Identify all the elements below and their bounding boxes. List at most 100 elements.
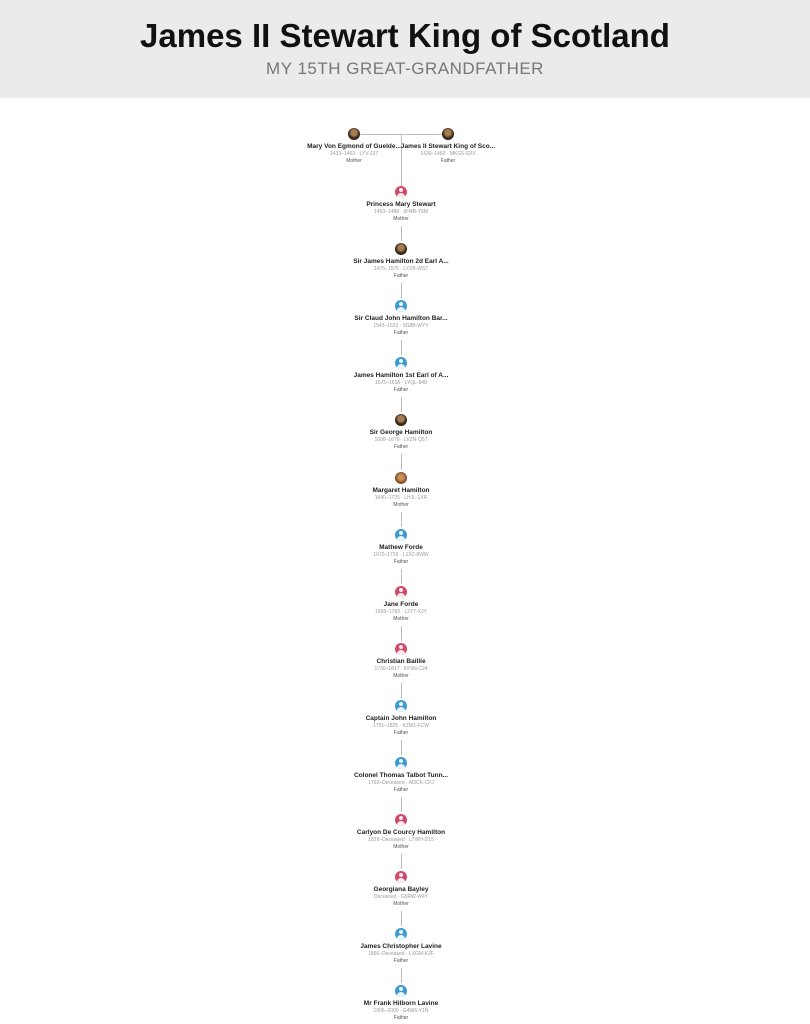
person-card[interactable]: Mr Frank Hilborn Lavine 1906–2000 · G4W6-…: [326, 985, 476, 1022]
tree-connector: [401, 512, 402, 527]
person-card[interactable]: Christian Baillie 1730–1817 · KF6N-C24 Mot…: [326, 643, 476, 680]
person-relation: Mother: [393, 216, 409, 222]
person-name: Captain John Hamilton: [365, 715, 437, 722]
person-dates: 1640–1725 · LHJL-1XR: [374, 495, 428, 501]
person-dates: 1575–1618 · LYQL-848: [375, 380, 427, 386]
person-dates: 1475–1575 · LYZB-WS7: [373, 266, 429, 272]
person-relation: Mother: [393, 844, 409, 850]
person-dates: 1698–1783 · L2YT-XJY: [375, 609, 427, 615]
tree-connector: [401, 340, 402, 355]
person-name: Georgiana Bayley: [373, 886, 429, 893]
tree-connector: [401, 968, 402, 983]
person-card[interactable]: Princess Mary Stewart 1453–1488 · 9H4B-Y9…: [326, 186, 476, 223]
male-avatar: [395, 928, 407, 940]
person-dates: 1751–1825 · KZM1-FCW: [373, 723, 429, 729]
male-avatar: [395, 300, 407, 312]
photo-dark-avatar: [395, 243, 407, 255]
person-dates: 1670–1729 · L1XZ-8WW: [373, 552, 429, 558]
tree-connector: [401, 683, 402, 698]
tree-connector: [401, 740, 402, 755]
tree-connector: [401, 134, 402, 186]
person-relation: Mother: [393, 502, 409, 508]
person-relation: Mother: [346, 158, 362, 164]
person-card[interactable]: James Christopher Lavine 1866–Deceased · …: [326, 928, 476, 965]
tree-connector: [401, 911, 402, 926]
tree-connector: [401, 226, 402, 241]
person-name: James Hamilton 1st Earl of A...: [353, 372, 449, 379]
male-avatar: [395, 700, 407, 712]
person-dates: 1433–1463 · LYV-J37: [329, 151, 378, 157]
person-dates: 1543–1622 · 9G8B-WYY: [373, 323, 429, 329]
person-relation: Father: [393, 958, 409, 964]
female-avatar: [395, 586, 407, 598]
person-name: Margaret Hamilton: [372, 487, 430, 494]
female-avatar: [395, 643, 407, 655]
page-subtitle: MY 15TH GREAT-GRANDFATHER: [266, 59, 544, 78]
person-relation: Father: [393, 387, 409, 393]
person-card[interactable]: Jane Forde 1698–1783 · L2YT-XJY Mother: [326, 586, 476, 623]
person-relation: Mother: [393, 616, 409, 622]
person-name: Mr Frank Hilborn Lavine: [363, 1000, 439, 1007]
person-name: Colonel Thomas Talbot Tunn...: [353, 772, 448, 779]
person-relation: Father: [393, 730, 409, 736]
person-card[interactable]: Mary Von Egmond of Guelde... 1433–1463 · …: [279, 128, 429, 165]
tree-connector: [401, 283, 402, 298]
person-card[interactable]: James II Stewart King of Sco... 1430–1460…: [373, 128, 523, 165]
photo-dark-avatar: [348, 128, 360, 140]
person-card[interactable]: Captain John Hamilton 1751–1825 · KZM1-FC…: [326, 700, 476, 737]
person-name: Mathew Forde: [379, 544, 423, 551]
page-title: James II Stewart King of Scotland: [140, 17, 670, 54]
person-relation: Father: [393, 444, 409, 450]
tree-connector: [401, 797, 402, 812]
person-card[interactable]: Sir James Hamilton 2d Earl A... 1475–1575…: [326, 243, 476, 280]
person-name: Mary Von Egmond of Guelde...: [307, 143, 401, 150]
person-name: Sir James Hamilton 2d Earl A...: [353, 258, 449, 265]
photo-dark-avatar: [442, 128, 454, 140]
person-name: Sir George Hamilton: [369, 429, 433, 436]
tree-connector: [401, 454, 402, 470]
person-relation: Father: [440, 158, 456, 164]
male-avatar: [395, 985, 407, 997]
female-avatar: [395, 186, 407, 198]
person-dates: 1793–Deceased · M3CK-CFJ: [368, 780, 434, 786]
person-relation: Father: [393, 1015, 409, 1021]
person-dates: 1829–Deceased · LTWH-D15: [368, 837, 434, 843]
person-relation: Father: [393, 559, 409, 565]
person-name: Sir Claud John Hamilton Bar...: [354, 315, 448, 322]
tree-connector: [401, 626, 402, 641]
male-avatar: [395, 529, 407, 541]
person-card[interactable]: Georgiana Bayley Deceased · G5RW-W4Y Mothe…: [326, 871, 476, 908]
person-dates: 1866–Deceased · LXGM-K2F: [368, 951, 434, 957]
male-avatar: [395, 757, 407, 769]
photo-gold-avatar: [395, 472, 407, 484]
person-name: Jane Forde: [383, 601, 419, 608]
person-name: Carlyon De Courcy Hamilton: [356, 829, 446, 836]
person-name: Christian Baillie: [376, 658, 426, 665]
ancestry-tree: Mary Von Egmond of Guelde... 1433–1463 · …: [0, 98, 810, 1024]
person-relation: Mother: [393, 673, 409, 679]
person-relation: Father: [393, 787, 409, 793]
person-card[interactable]: Mathew Forde 1670–1729 · L1XZ-8WW Father: [326, 529, 476, 566]
person-card[interactable]: Margaret Hamilton 1640–1725 · LHJL-1XR Mot…: [326, 472, 476, 509]
person-dates: 1453–1488 · 9H4B-Y9M: [374, 209, 428, 215]
person-card[interactable]: James Hamilton 1st Earl of A... 1575–1618…: [326, 357, 476, 394]
female-avatar: [395, 871, 407, 883]
person-name: Princess Mary Stewart: [366, 201, 436, 208]
female-avatar: [395, 814, 407, 826]
photo-dark-avatar: [395, 414, 407, 426]
tree-connector: [401, 569, 402, 584]
person-dates: 1730–1817 · KF6N-C24: [374, 666, 428, 672]
tree-connector: [401, 854, 402, 869]
tree-connector: [401, 397, 402, 412]
person-dates: 1430–1460 · MKG5-SXX: [420, 151, 476, 157]
person-card[interactable]: Sir George Hamilton 1608–1679 · LVZN-Q57 F…: [326, 414, 476, 451]
person-dates: 1608–1679 · LVZN-Q57: [374, 437, 428, 443]
person-card[interactable]: Sir Claud John Hamilton Bar... 1543–1622 …: [326, 300, 476, 337]
person-card[interactable]: Carlyon De Courcy Hamilton 1829–Deceased …: [326, 814, 476, 851]
person-relation: Father: [393, 273, 409, 279]
person-name: James Christopher Lavine: [360, 943, 442, 950]
person-relation: Father: [393, 330, 409, 336]
person-relation: Mother: [393, 901, 409, 907]
male-avatar: [395, 357, 407, 369]
person-card[interactable]: Colonel Thomas Talbot Tunn... 1793–Deceas…: [326, 757, 476, 794]
